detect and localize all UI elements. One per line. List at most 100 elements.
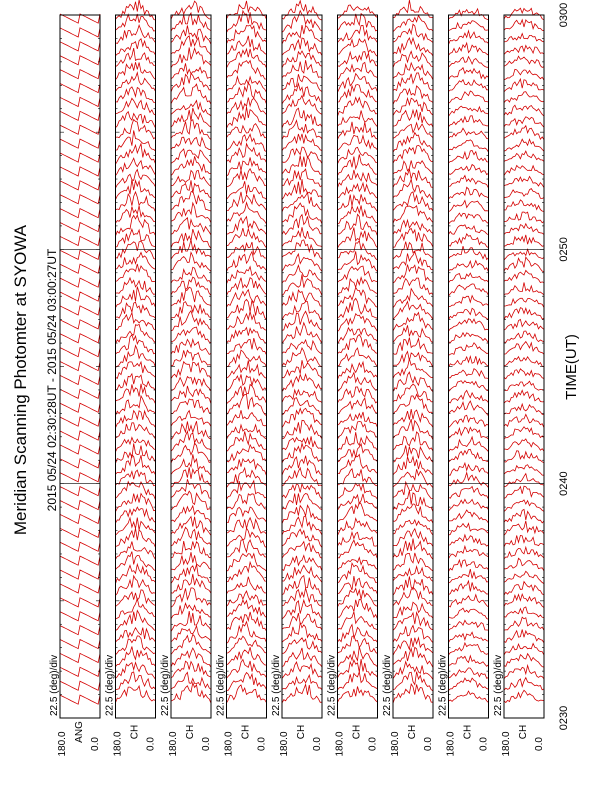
trace-line bbox=[503, 222, 545, 235]
panel-scale-label: 22.5 (deg)/div bbox=[327, 655, 338, 716]
trace-line bbox=[392, 455, 434, 476]
trace-line bbox=[392, 241, 434, 260]
trace-line bbox=[226, 59, 267, 80]
trace-line bbox=[337, 482, 378, 500]
trace-line bbox=[503, 282, 545, 296]
trace-line bbox=[115, 179, 156, 200]
trace-line bbox=[226, 298, 267, 320]
trace-line bbox=[337, 670, 378, 691]
trace-line bbox=[115, 240, 156, 260]
trace-line bbox=[281, 301, 323, 321]
trace-line bbox=[115, 480, 156, 500]
trace-line bbox=[392, 85, 434, 105]
trace-line bbox=[448, 448, 489, 463]
trace-line bbox=[226, 466, 267, 488]
trace-line bbox=[226, 157, 267, 177]
trace-line bbox=[226, 250, 267, 272]
trace-line bbox=[171, 398, 212, 414]
panel-7: 22.5 (deg)/div 180.0 CH 0.0 bbox=[438, 7, 490, 757]
trace-line bbox=[226, 383, 267, 405]
trace-line bbox=[170, 421, 212, 441]
trace-line bbox=[503, 330, 545, 343]
trace-line bbox=[170, 442, 212, 464]
trace-line bbox=[281, 310, 323, 331]
trace-line bbox=[59, 541, 101, 552]
trace-line bbox=[170, 216, 212, 236]
trace-line bbox=[281, 60, 323, 79]
trace-line bbox=[59, 569, 101, 580]
trace-line bbox=[503, 389, 545, 404]
trace-line bbox=[59, 430, 101, 441]
trace-line bbox=[170, 564, 212, 584]
trace-line bbox=[392, 586, 434, 607]
panel-ytick-top: 180.0 bbox=[390, 731, 401, 756]
trace-line bbox=[337, 623, 378, 643]
x-tick-label: 0240 bbox=[558, 471, 570, 495]
trace-line bbox=[226, 122, 267, 139]
trace-line bbox=[59, 583, 101, 594]
trace-line bbox=[170, 633, 212, 655]
trace-line bbox=[226, 142, 267, 164]
trace-line bbox=[337, 24, 378, 43]
trace-line bbox=[226, 227, 267, 249]
panel-ytick-bottom: 0.0 bbox=[423, 737, 434, 751]
trace-line bbox=[337, 50, 378, 67]
trace-line bbox=[170, 46, 212, 69]
trace-line bbox=[503, 247, 545, 261]
trace-line bbox=[448, 641, 489, 656]
trace-line bbox=[170, 228, 212, 249]
trace-line bbox=[448, 400, 489, 417]
panel-ytick-bottom: 0.0 bbox=[368, 737, 379, 751]
trace-line bbox=[448, 20, 489, 32]
trace-line bbox=[503, 234, 545, 247]
trace-line bbox=[448, 90, 489, 104]
trace-line bbox=[281, 683, 323, 704]
trace-line bbox=[115, 286, 156, 308]
trace-line bbox=[281, 388, 323, 403]
trace-line bbox=[170, 251, 212, 272]
trace-line bbox=[448, 66, 489, 80]
trace-line bbox=[337, 598, 378, 620]
trace-line bbox=[170, 309, 212, 332]
trace-line bbox=[170, 573, 212, 594]
panel-ylabel: CH bbox=[130, 725, 141, 739]
trace-line bbox=[392, 300, 434, 320]
trace-line bbox=[503, 44, 545, 55]
trace-line bbox=[448, 294, 489, 308]
trace-line bbox=[503, 642, 545, 656]
trace-line bbox=[281, 407, 323, 428]
trace-line bbox=[448, 619, 489, 631]
trace-line bbox=[115, 453, 156, 475]
trace-line bbox=[226, 658, 267, 679]
trace-line bbox=[170, 624, 212, 643]
trace-line bbox=[226, 493, 267, 510]
trace-line bbox=[337, 251, 378, 272]
trace-line bbox=[337, 421, 378, 440]
trace-line bbox=[170, 409, 212, 427]
trace-line bbox=[115, 344, 156, 368]
trace-line bbox=[337, 530, 378, 547]
panel-ytick-top: 180.0 bbox=[168, 731, 179, 756]
trace-line bbox=[337, 297, 378, 319]
trace-line bbox=[115, 168, 156, 189]
trace-line bbox=[281, 515, 323, 536]
trace-line bbox=[503, 676, 545, 691]
trace-line bbox=[281, 372, 323, 392]
trace-line bbox=[392, 490, 434, 512]
trace-line bbox=[226, 75, 267, 93]
trace-line bbox=[503, 18, 545, 32]
trace-line bbox=[281, 441, 323, 464]
trace-line bbox=[392, 358, 434, 379]
trace-line bbox=[448, 174, 489, 189]
trace-line bbox=[448, 224, 489, 236]
panel-ylabel: CH bbox=[352, 725, 363, 739]
trace-line bbox=[448, 163, 489, 176]
trace-line bbox=[226, 684, 267, 704]
trace-line bbox=[170, 490, 212, 511]
trace-line bbox=[281, 622, 323, 643]
trace-line bbox=[337, 493, 378, 511]
trace-line bbox=[448, 150, 489, 164]
trace-line bbox=[503, 368, 545, 380]
trace-line bbox=[226, 589, 267, 607]
trace-line bbox=[170, 148, 212, 164]
